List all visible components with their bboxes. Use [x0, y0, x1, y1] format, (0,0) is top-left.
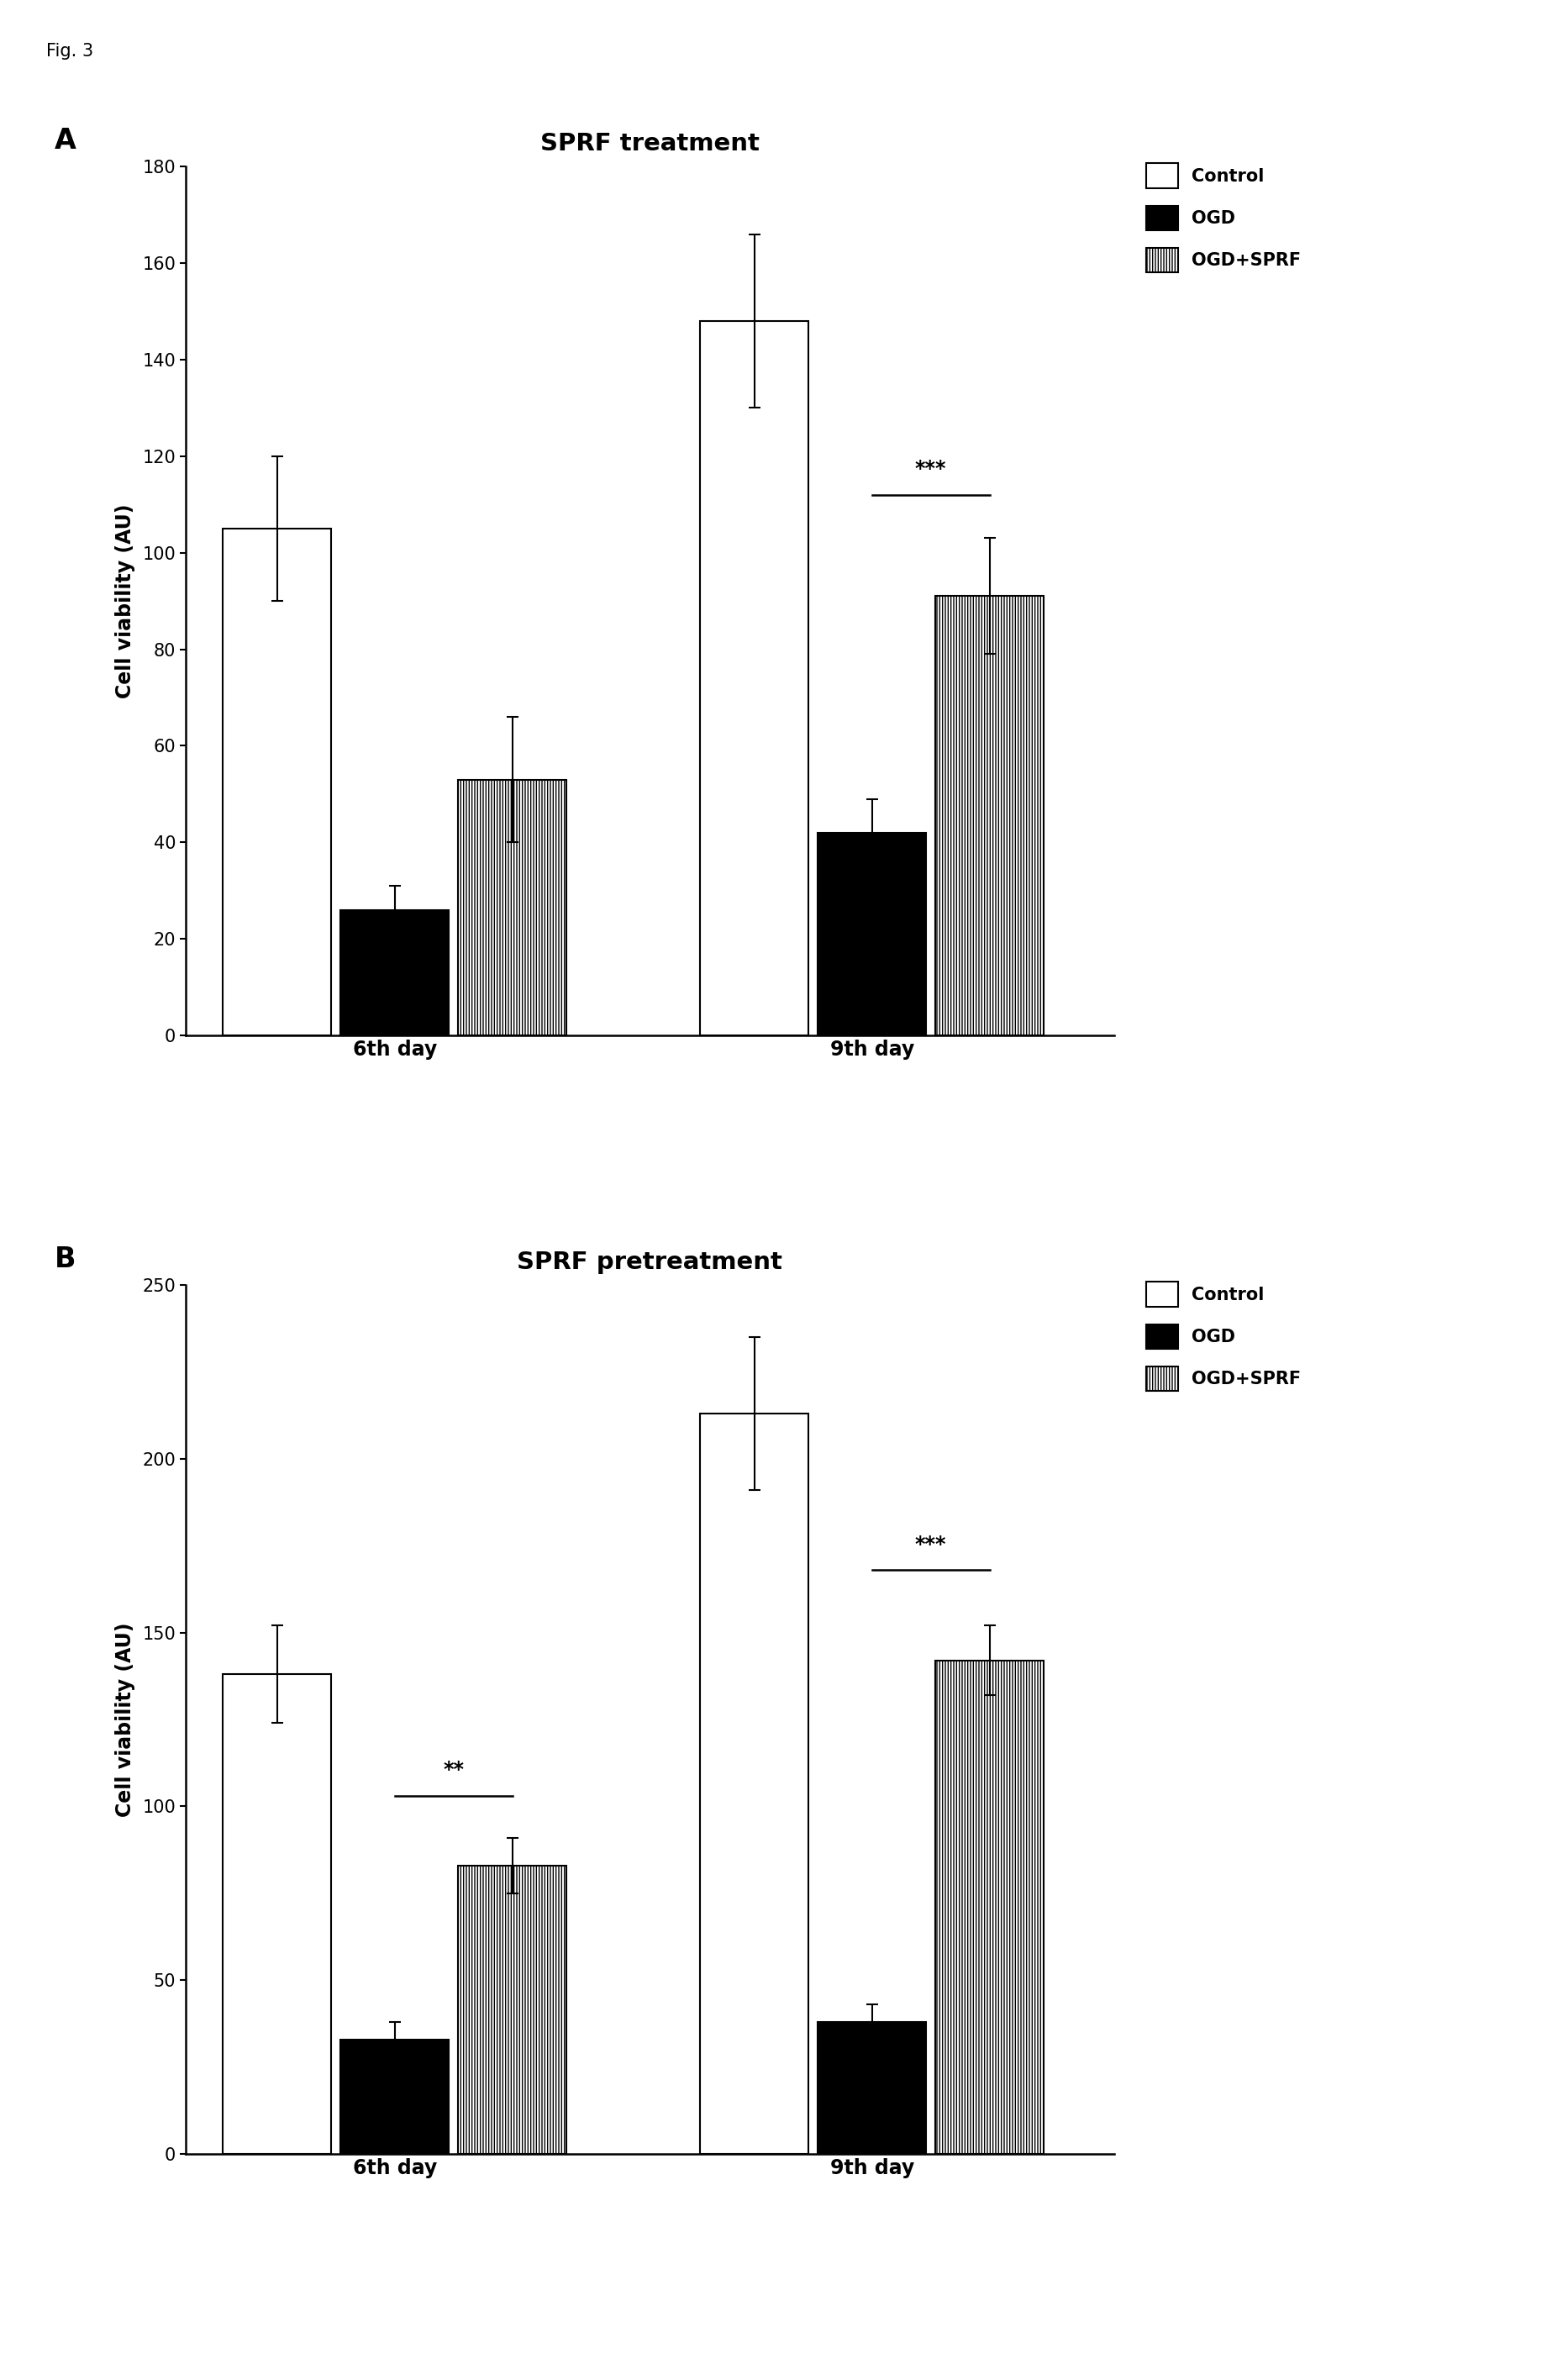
Text: ***: *** — [916, 1535, 947, 1554]
Bar — [818, 833, 927, 1035]
Bar — [340, 909, 449, 1035]
Bar — [818, 2023, 927, 2154]
Bar — [223, 528, 331, 1035]
Text: Fig. 3: Fig. 3 — [46, 43, 93, 60]
Text: A: A — [54, 126, 76, 155]
Bar — [936, 595, 1044, 1035]
Bar — [458, 781, 566, 1035]
Title: SPRF treatment: SPRF treatment — [540, 131, 760, 155]
Bar — [458, 1866, 566, 2154]
Y-axis label: Cell viability (AU): Cell viability (AU) — [114, 505, 135, 697]
Text: **: ** — [442, 1761, 464, 1780]
Bar — [340, 2040, 449, 2154]
Bar — [701, 1414, 809, 2154]
Text: B: B — [54, 1245, 76, 1273]
Y-axis label: Cell viability (AU): Cell viability (AU) — [114, 1623, 135, 1816]
Bar — [936, 1661, 1044, 2154]
Bar — [701, 321, 809, 1035]
Legend: Control, OGD, OGD+SPRF: Control, OGD, OGD+SPRF — [1142, 157, 1307, 278]
Legend: Control, OGD, OGD+SPRF: Control, OGD, OGD+SPRF — [1142, 1276, 1307, 1397]
Bar — [223, 1676, 331, 2154]
Title: SPRF pretreatment: SPRF pretreatment — [517, 1250, 783, 1273]
Text: ***: *** — [916, 459, 947, 478]
